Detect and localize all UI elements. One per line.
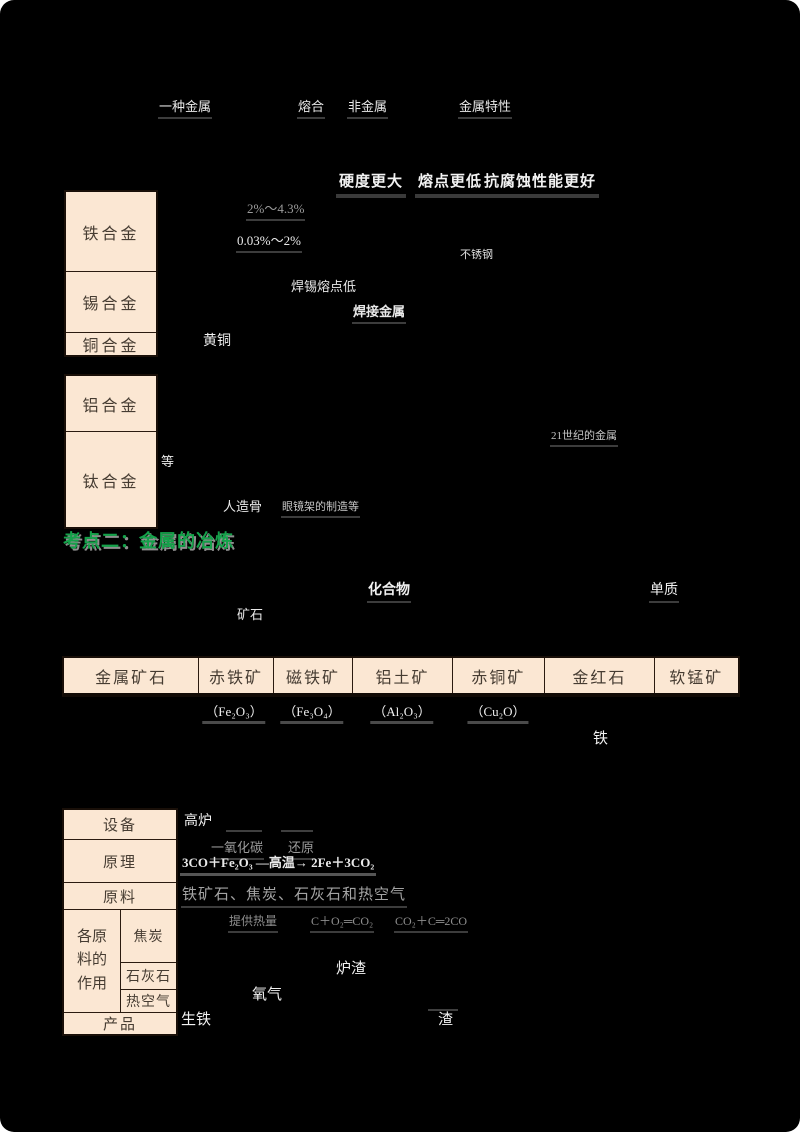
ore-header-pyrolusite: 软锰矿 [653, 658, 739, 693]
alloy-property-1: 硬度更大 [336, 170, 407, 198]
smelting-row-equipment: 设备 [64, 810, 176, 840]
stainless-steel-note: 不锈钢 [460, 249, 493, 261]
intro-blank-2: 熔合 [297, 96, 326, 119]
equipment-value: 高炉 [184, 814, 212, 829]
ore-header-metal-ore: 金属矿石 [95, 669, 168, 687]
formula-hematite: （Fe₂O₃） [202, 701, 266, 724]
existence-ore-answer: 矿石 [237, 607, 264, 622]
coke-equation-1: C＋O₂═CO₂ [310, 912, 375, 933]
principle-reduce-answer: 还原 [287, 837, 316, 860]
ore-table: 金属矿石 赤铁矿 磁铁矿 铝土矿 赤铜矿 金红石 软锰矿 [62, 656, 740, 697]
existence-element-answer: 单质 [649, 579, 679, 603]
product-pig-iron-answer: 生铁 [181, 1012, 212, 1028]
hot-air-blank [428, 1009, 458, 1011]
iron-answer-char: 铁 [593, 731, 609, 747]
formula-cuprite: （Cu₂O） [467, 701, 529, 724]
alloy-row-titanium: 钛合金 [82, 473, 140, 491]
smelting-row-product: 产品 [102, 1017, 137, 1033]
ore-header-bauxite: 铝土矿 [352, 658, 451, 693]
alloy-table-1: 铁合金 锡合金 铜合金 [64, 190, 158, 357]
product-slag-char: 渣 [438, 1012, 454, 1028]
smelting-table: 设备 原理 原料 各原料的作用 焦炭 石灰石 热空气 产品 [62, 808, 178, 1036]
smelting-subrow-hot-air: 热空气 [126, 995, 171, 1011]
alloy-property-2: 熔点更低 [415, 170, 486, 198]
intro-blank-1: 一种金属 [158, 96, 213, 119]
alloy-row-tin: 锡合金 [66, 272, 156, 333]
principle-equation: 3CO＋Fe₂O₃ —高温→ 2Fe＋3CO₂ [180, 852, 377, 876]
ore-header-cuprite: 赤铜矿 [451, 658, 544, 693]
equipment-blank-2 [281, 830, 313, 832]
alloy-row-iron: 铁合金 [66, 192, 156, 272]
ore-header-magnetite: 磁铁矿 [272, 658, 353, 693]
section-heading-metallurgy: 考点二：金属的冶炼 [63, 531, 234, 551]
equipment-blank-1 [226, 830, 262, 832]
smelting-subrow-limestone: 石灰石 [121, 963, 176, 991]
principle-co-answer: 一氧化碳 [210, 837, 265, 860]
alloy-table-2: 铝合金 钛合金 [64, 374, 158, 529]
smelting-row-materials: 原料 [64, 883, 176, 910]
ore-header-hematite: 赤铁矿 [198, 658, 273, 693]
solder-melting-note: 焊锡熔点低 [291, 279, 357, 294]
hot-air-oxygen-answer: 氧气 [252, 987, 283, 1003]
smelting-roles-subcolumn: 焦炭 石灰石 热空气 [121, 910, 176, 1012]
welding-note: 焊接金属 [352, 301, 407, 324]
intro-blank-3: 非金属 [347, 96, 389, 119]
brass-note: 黄铜 [203, 334, 231, 349]
glasses-frame-note: 眼镜架的制造等 [281, 498, 360, 518]
intro-blank-4: 金属特性 [458, 96, 513, 119]
limestone-slag-answer: 炉渣 [336, 961, 367, 977]
artificial-bone-note: 人造骨 [223, 499, 263, 514]
alloy-property-3: 抗腐蚀性能更好 [481, 170, 600, 198]
formula-bauxite: （Al₂O₃） [370, 701, 434, 724]
existence-compound-answer: 化合物 [367, 579, 411, 603]
smelting-subrow-coke: 焦炭 [121, 910, 176, 964]
titanium-century-note: 21世纪的金属 [550, 427, 618, 447]
alloy-row-copper: 铜合金 [82, 338, 140, 355]
materials-value: 铁矿石、焦炭、石灰石和热空气 [181, 883, 408, 908]
ore-header-rutile: 金红石 [544, 658, 653, 693]
steel-carbon-content: 0.03%～2% [236, 230, 302, 253]
pig-iron-carbon-content: 2%～4.3% [246, 198, 306, 221]
alloy-row-aluminum: 铝合金 [66, 376, 156, 432]
smelting-roles-label: 各原料的作用 [64, 910, 121, 1012]
coke-role: 提供热量 [228, 912, 279, 933]
formula-magnetite: （Fe₃O₄） [280, 701, 344, 724]
smelting-row-principle: 原理 [64, 840, 176, 883]
coke-equation-2: CO₂＋C═2CO [394, 912, 469, 933]
smelting-row-roles: 各原料的作用 焦炭 石灰石 热空气 [64, 910, 176, 1013]
etc-note: 等 [161, 454, 175, 469]
